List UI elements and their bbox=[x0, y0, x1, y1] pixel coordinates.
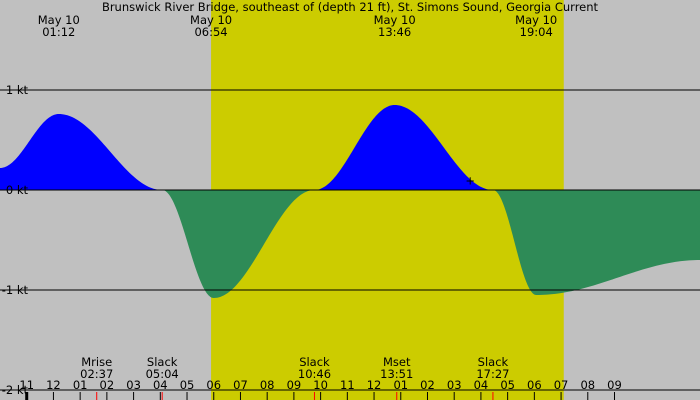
hour-tick-label: 06 bbox=[527, 378, 542, 392]
hour-tick-label: 09 bbox=[287, 378, 302, 392]
top-event-date: May 10 bbox=[38, 13, 80, 27]
y-axis-ticks: 1 kt 0 kt -1 kt -2 kt bbox=[2, 83, 34, 397]
bottom-event-time: 05:04 bbox=[146, 367, 179, 381]
bottom-event-time: 13:51 bbox=[380, 367, 413, 381]
bottom-event-name: Mrise bbox=[81, 355, 112, 369]
ebb-current-area bbox=[0, 190, 700, 298]
grid-lines bbox=[0, 89, 700, 391]
hour-tick-label: 10 bbox=[313, 378, 328, 392]
hour-tick-label: 12 bbox=[367, 378, 382, 392]
hour-tick-label: 11 bbox=[340, 378, 355, 392]
bottom-event-time: 10:46 bbox=[298, 367, 331, 381]
hour-tick-label: 09 bbox=[607, 378, 622, 392]
bottom-event-time: 17:27 bbox=[476, 367, 509, 381]
hour-tick-label: 01 bbox=[73, 378, 88, 392]
flood-current-area bbox=[0, 105, 700, 190]
hour-tick-label: 01 bbox=[393, 378, 408, 392]
bottom-event-name: Slack bbox=[299, 355, 330, 369]
top-event-time: 19:04 bbox=[520, 25, 553, 39]
top-event-time: 01:12 bbox=[42, 25, 75, 39]
y-tick-label: 1 kt bbox=[6, 83, 29, 97]
top-event-time: 13:46 bbox=[378, 25, 411, 39]
y-tick-label: 0 kt bbox=[6, 183, 29, 197]
hour-tick-label: 06 bbox=[206, 378, 221, 392]
ebb-area-group bbox=[0, 190, 700, 298]
bottom-event-name: Slack bbox=[147, 355, 178, 369]
bottom-event-name: Mset bbox=[383, 355, 411, 369]
y-tick-label: -1 kt bbox=[2, 283, 29, 297]
flood-area-group bbox=[0, 105, 700, 190]
bottom-event-time: 02:37 bbox=[80, 367, 113, 381]
bottom-event-name: Slack bbox=[478, 355, 509, 369]
hour-axis: 11 12 01 02 03 04 05 06 07 08 09 10 11 12 01 02 03 04 05 06… bbox=[19, 378, 622, 400]
bottom-event-labels: Mrise02:37Slack05:04Slack10:46Mset13:51S… bbox=[80, 355, 510, 400]
hour-tick-label: 05 bbox=[180, 378, 195, 392]
hour-tick-label: 07 bbox=[233, 378, 248, 392]
hour-tick-label: 02 bbox=[100, 378, 115, 392]
hour-tick-label: 08 bbox=[260, 378, 275, 392]
hour-tick-label: 07 bbox=[554, 378, 569, 392]
top-event-time: 06:54 bbox=[194, 25, 227, 39]
hour-tick-label: 11 bbox=[19, 378, 34, 392]
chart-title: Brunswick River Bridge, southeast of (de… bbox=[102, 0, 599, 14]
hour-tick-label: 08 bbox=[580, 378, 595, 392]
top-event-date: May 10 bbox=[374, 13, 416, 27]
y-tick-label: -2 kt bbox=[2, 383, 29, 397]
current-time-marker-group: + bbox=[465, 174, 475, 188]
hour-tick-label: 03 bbox=[447, 378, 462, 392]
top-event-date: May 10 bbox=[190, 13, 232, 27]
hour-tick-label: 02 bbox=[420, 378, 435, 392]
hour-tick-label: 04 bbox=[153, 378, 168, 392]
hour-tick-label: 04 bbox=[474, 378, 489, 392]
top-event-date: May 10 bbox=[515, 13, 557, 27]
hour-tick-label: 05 bbox=[500, 378, 515, 392]
current-time-marker: + bbox=[465, 174, 475, 188]
hour-tick-label: 03 bbox=[126, 378, 141, 392]
hour-tick-label: 12 bbox=[46, 378, 61, 392]
